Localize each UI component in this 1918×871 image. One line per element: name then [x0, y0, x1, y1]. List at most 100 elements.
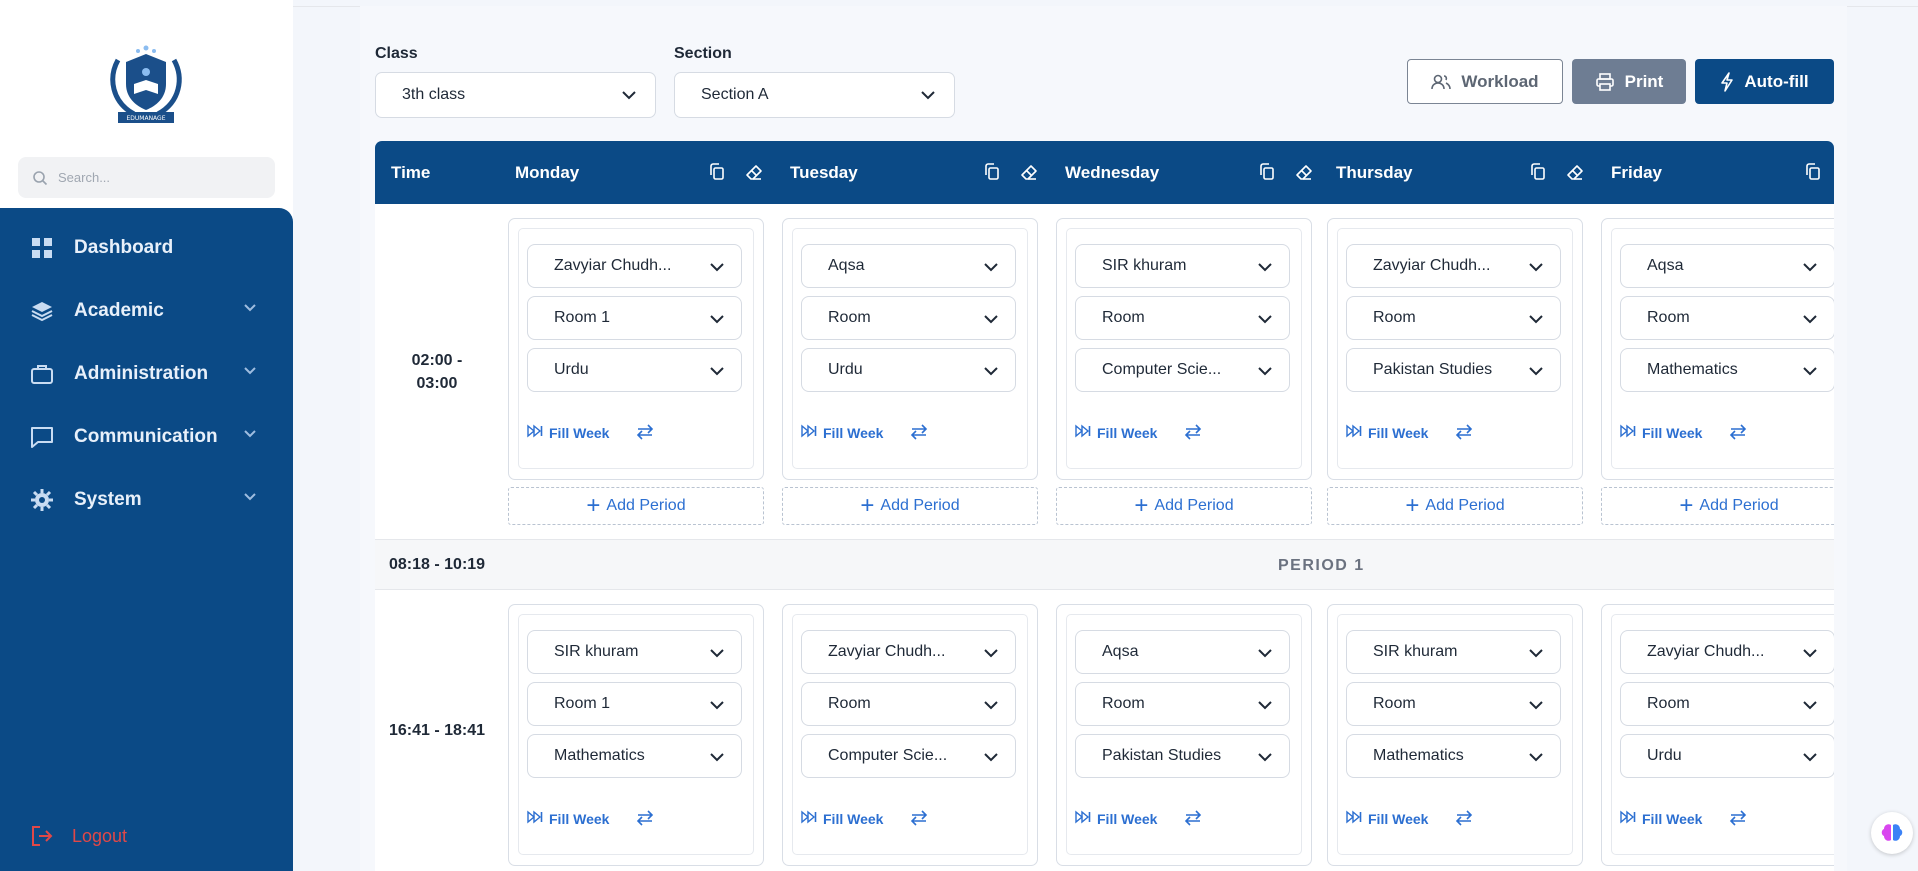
teacher-select[interactable]: Aqsa [1620, 244, 1834, 288]
teacher-select[interactable]: SIR khuram [527, 630, 742, 674]
break-row: 08:18 - 10:19 PERIOD 1 [375, 539, 1834, 590]
chevron-down-icon [244, 367, 256, 375]
fill-week-button[interactable]: Fill Week [527, 810, 609, 827]
swap-icon[interactable] [636, 810, 654, 831]
subject-select[interactable]: Pakistan Studies [1075, 734, 1290, 778]
teacher-select-value: SIR khuram [1102, 257, 1187, 274]
room-select[interactable]: Room [1075, 296, 1290, 340]
logout-button[interactable]: Logout [30, 824, 127, 848]
day-name-tuesday: Tuesday [790, 163, 858, 182]
subject-select[interactable]: Mathematics [527, 734, 742, 778]
subject-select[interactable]: Pakistan Studies [1346, 348, 1561, 392]
chevron-down-icon [983, 364, 999, 382]
chevron-down-icon [1528, 312, 1544, 330]
eraser-icon[interactable] [1020, 163, 1038, 186]
eraser-icon[interactable] [745, 163, 763, 186]
add-period-button-monday[interactable]: + Add Period [508, 487, 764, 525]
chevron-down-icon [244, 304, 256, 312]
fill-week-button[interactable]: Fill Week [1346, 810, 1428, 827]
time-column-header: Time [391, 163, 431, 182]
teacher-select[interactable]: Aqsa [801, 244, 1016, 288]
swap-icon[interactable] [1455, 424, 1473, 445]
add-period-button-friday[interactable]: + Add Period [1601, 487, 1834, 525]
subject-select[interactable]: Computer Scie... [801, 734, 1016, 778]
ai-assistant-button[interactable] [1871, 812, 1913, 854]
fill-week-button[interactable]: Fill Week [527, 424, 609, 441]
nav-item-system[interactable]: System [0, 475, 293, 525]
nav-item-administration[interactable]: Administration [0, 349, 293, 399]
copy-icon[interactable] [709, 163, 725, 186]
room-select[interactable]: Room [1620, 682, 1834, 726]
class-select[interactable]: 3th class [375, 72, 656, 118]
nav-item-academic[interactable]: Academic [0, 286, 293, 336]
workload-button[interactable]: Workload [1407, 59, 1563, 104]
swap-icon[interactable] [1729, 810, 1747, 831]
nav-item-dashboard[interactable]: Dashboard [0, 223, 293, 273]
room-select[interactable]: Room [1620, 296, 1834, 340]
swap-icon[interactable] [1184, 424, 1202, 445]
room-select-value: Room [1102, 695, 1145, 712]
subject-select[interactable]: Urdu [801, 348, 1016, 392]
swap-icon[interactable] [1184, 810, 1202, 831]
teacher-select[interactable]: Zavyiar Chudh... [1346, 244, 1561, 288]
period-cell-friday: Zavyiar Chudh... Room Urdu Fill Week [1601, 604, 1834, 866]
swap-icon[interactable] [910, 810, 928, 831]
room-select[interactable]: Room [801, 296, 1016, 340]
copy-icon[interactable] [1259, 163, 1275, 186]
add-period-button-tuesday[interactable]: + Add Period [782, 487, 1038, 525]
fill-week-button[interactable]: Fill Week [1075, 424, 1157, 441]
fill-week-button[interactable]: Fill Week [1620, 810, 1702, 827]
swap-icon[interactable] [1455, 810, 1473, 831]
fill-week-button[interactable]: Fill Week [1620, 424, 1702, 441]
teacher-select[interactable]: Zavyiar Chudh... [801, 630, 1016, 674]
chevron-down-icon [244, 430, 256, 438]
school-logo: EDUMANAGE [104, 40, 188, 126]
room-select-value: Room [1647, 309, 1690, 326]
period-cell-monday: SIR khuram Room 1 Mathematics Fill Week [508, 604, 764, 866]
period-card: Zavyiar Chudh... Room Urdu Fill Week [1611, 614, 1834, 855]
search-input[interactable] [58, 170, 258, 185]
plus-icon: + [586, 492, 601, 519]
swap-icon[interactable] [636, 424, 654, 445]
sidebar-search[interactable] [18, 157, 275, 198]
room-select[interactable]: Room 1 [527, 296, 742, 340]
fill-week-button[interactable]: Fill Week [801, 424, 883, 441]
subject-select[interactable]: Urdu [527, 348, 742, 392]
swap-icon[interactable] [1729, 424, 1747, 445]
subject-select[interactable]: Mathematics [1346, 734, 1561, 778]
teacher-select[interactable]: Zavyiar Chudh... [1620, 630, 1834, 674]
teacher-select[interactable]: SIR khuram [1075, 244, 1290, 288]
chevron-down-icon [1528, 698, 1544, 716]
subject-select-value: Pakistan Studies [1102, 747, 1222, 764]
teacher-select[interactable]: SIR khuram [1346, 630, 1561, 674]
fill-week-button[interactable]: Fill Week [801, 810, 883, 827]
subject-select[interactable]: Mathematics [1620, 348, 1834, 392]
subject-select[interactable]: Computer Scie... [1075, 348, 1290, 392]
room-select[interactable]: Room [1075, 682, 1290, 726]
copy-icon[interactable] [1530, 163, 1546, 186]
print-button[interactable]: Print [1572, 59, 1686, 104]
room-select[interactable]: Room 1 [527, 682, 742, 726]
room-select[interactable]: Room [1346, 682, 1561, 726]
chat-icon [30, 425, 54, 449]
subject-select-value: Mathematics [1647, 361, 1738, 378]
nav-label-communication: Communication [74, 426, 218, 447]
copy-icon[interactable] [984, 163, 1000, 186]
layers-icon [30, 299, 54, 323]
add-period-button-thursday[interactable]: + Add Period [1327, 487, 1583, 525]
copy-icon[interactable] [1805, 163, 1821, 186]
fill-week-button[interactable]: Fill Week [1346, 424, 1428, 441]
add-period-button-wednesday[interactable]: + Add Period [1056, 487, 1312, 525]
eraser-icon[interactable] [1295, 163, 1313, 186]
room-select[interactable]: Room [1346, 296, 1561, 340]
autofill-button[interactable]: Auto-fill [1695, 59, 1834, 104]
section-select[interactable]: Section A [674, 72, 955, 118]
fill-week-button[interactable]: Fill Week [1075, 810, 1157, 827]
swap-icon[interactable] [910, 424, 928, 445]
teacher-select[interactable]: Aqsa [1075, 630, 1290, 674]
teacher-select[interactable]: Zavyiar Chudh... [527, 244, 742, 288]
eraser-icon[interactable] [1566, 163, 1584, 186]
room-select[interactable]: Room [801, 682, 1016, 726]
nav-item-communication[interactable]: Communication [0, 412, 293, 462]
subject-select[interactable]: Urdu [1620, 734, 1834, 778]
